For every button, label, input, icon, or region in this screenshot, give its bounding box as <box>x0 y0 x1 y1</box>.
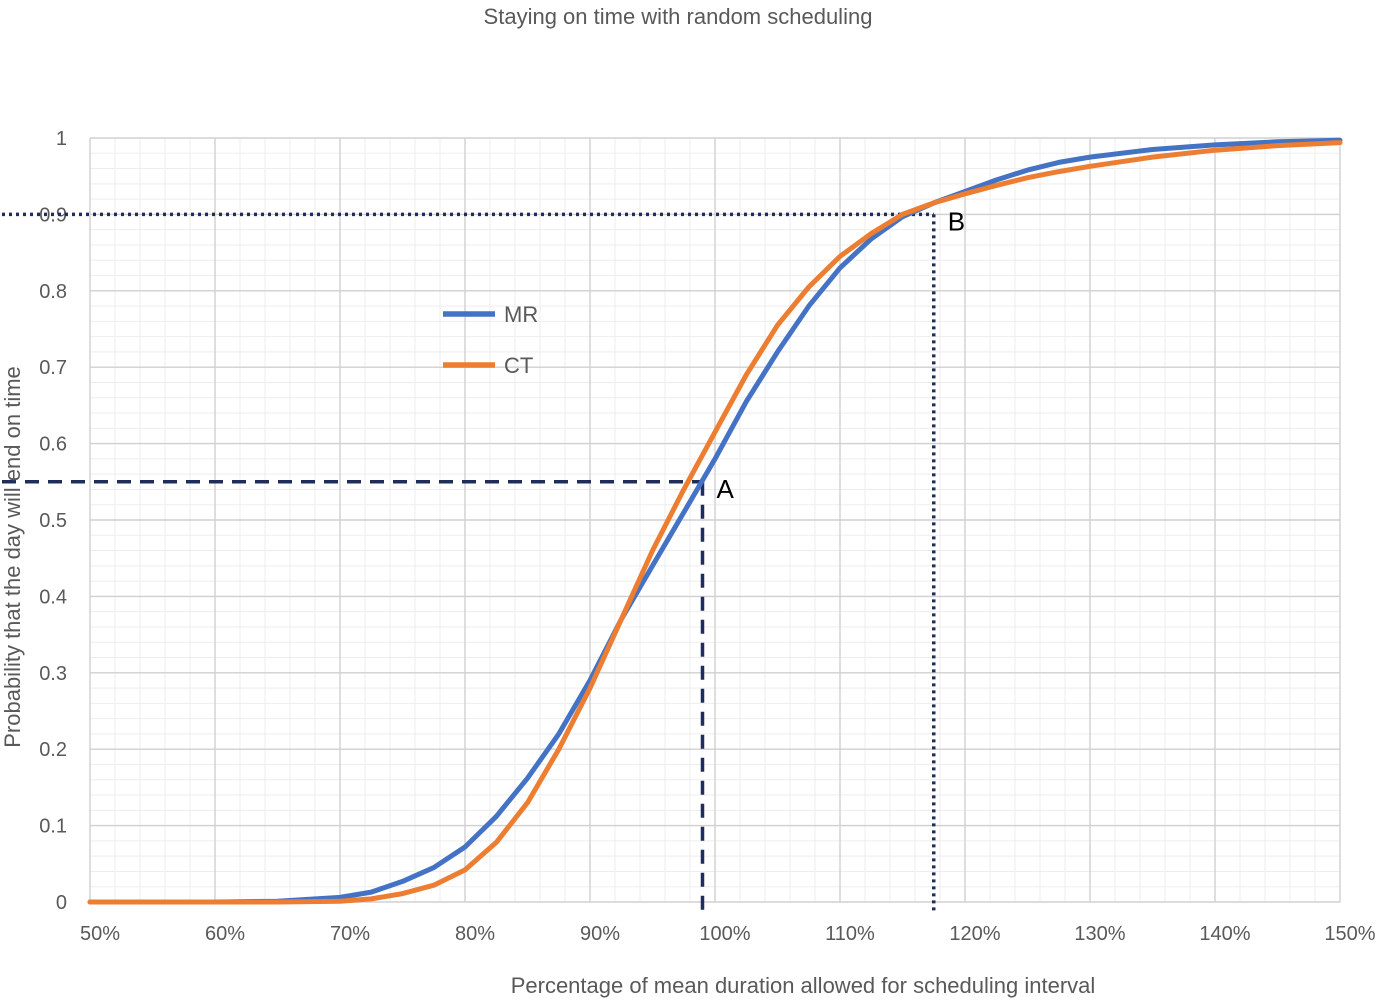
series-line-ct <box>87 140 1343 905</box>
x-axis-ticks: 50% 60% 70% 80% 90% 100% 110% 120% 130% 140% 150% <box>80 923 1376 945</box>
x-axis-title: Percentage of mean duration allowed for … <box>511 973 1096 998</box>
y-tick-label: 1 <box>56 128 67 150</box>
grid-major <box>89 137 1341 903</box>
y-tick-label: 0.7 <box>39 357 67 379</box>
x-tick-label: 120% <box>949 923 1000 945</box>
x-tick-label: 90% <box>580 923 620 945</box>
x-tick-label: 80% <box>455 923 495 945</box>
x-tick-label: 50% <box>80 923 120 945</box>
annotation-b: B <box>948 206 965 236</box>
series-lines <box>87 137 1343 905</box>
y-tick-label: 0 <box>56 892 67 914</box>
series-line-mr <box>87 137 1343 905</box>
legend-label-ct: CT <box>504 353 533 378</box>
y-tick-label: 0.8 <box>39 281 67 303</box>
x-tick-label: 70% <box>330 923 370 945</box>
legend-label-mr: MR <box>504 302 538 327</box>
y-tick-label: 0.1 <box>39 816 67 838</box>
y-tick-label: 0.3 <box>39 663 67 685</box>
y-tick-label: 0.2 <box>39 739 67 761</box>
chart-title: Staying on time with random scheduling <box>484 4 873 29</box>
y-axis-title: Probability that the day will end on tim… <box>0 366 25 748</box>
x-tick-label: 150% <box>1324 923 1375 945</box>
annotations: AB <box>717 206 966 503</box>
y-axis-ticks: 00.10.20.30.40.50.60.70.80.91 <box>39 128 67 914</box>
legend: MR CT <box>443 302 538 378</box>
y-tick-label: 0.4 <box>39 586 67 608</box>
annotation-a: A <box>717 474 735 504</box>
x-tick-label: 100% <box>699 923 750 945</box>
y-tick-label: 0.5 <box>39 510 67 532</box>
reference-lines <box>2 212 936 914</box>
y-tick-label: 0.6 <box>39 434 67 456</box>
x-tick-label: 130% <box>1074 923 1125 945</box>
x-tick-label: 110% <box>825 923 875 945</box>
x-tick-label: 140% <box>1199 923 1250 945</box>
x-tick-label: 60% <box>205 923 245 945</box>
